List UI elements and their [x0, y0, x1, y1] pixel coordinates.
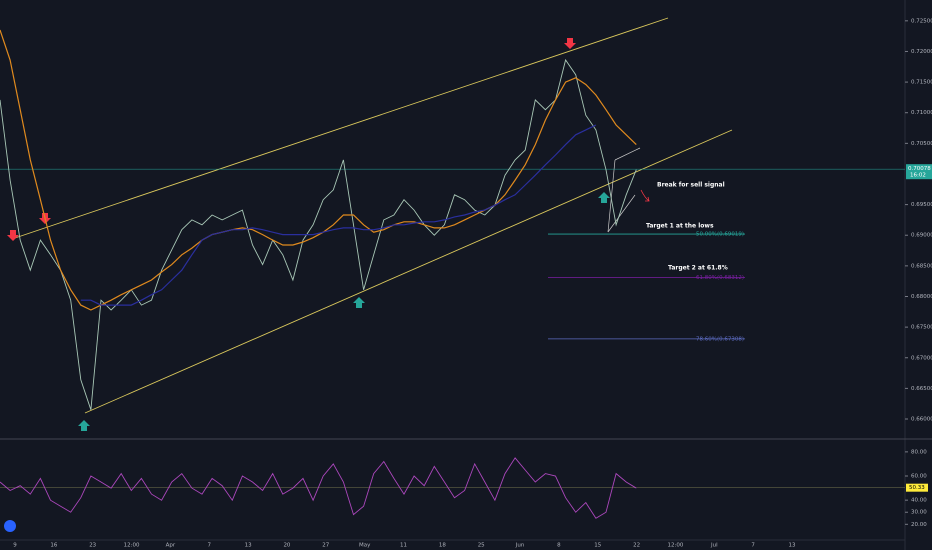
arrow-down — [7, 230, 19, 241]
y-tick-label: 40.00 — [911, 498, 927, 504]
y-tick-label: 0.72500 — [911, 18, 932, 24]
x-tick-label: 22 — [633, 543, 640, 549]
last-value-label: 50.33 — [909, 485, 925, 491]
x-tick-label: 18 — [439, 543, 446, 549]
x-tick-label: 11 — [400, 543, 407, 549]
x-tick-label: 13 — [245, 543, 252, 549]
buy-arrows — [78, 192, 610, 431]
x-tick-label: Jun — [515, 543, 525, 549]
fib-label: 50.00%(0.69019) — [696, 232, 744, 238]
y-tick-label: 20.00 — [911, 522, 927, 528]
arrow-down — [564, 38, 576, 49]
wedge-line — [607, 194, 636, 233]
y-tick-label: 0.69500 — [911, 202, 932, 208]
logo[interactable] — [4, 520, 16, 532]
fib-label: 78.60%(0.67308) — [696, 336, 744, 342]
x-tick-label: 27 — [322, 543, 329, 549]
y-tick-label: 0.72000 — [911, 49, 932, 55]
x-tick-label: 12:00 — [124, 543, 140, 549]
series-line — [0, 457, 637, 519]
wedge-line — [614, 147, 641, 161]
x-tick-label: 15 — [594, 543, 601, 549]
arrow-up — [78, 420, 90, 431]
y-tick-label: 0.70500 — [911, 141, 932, 147]
y-tick-label: 0.66500 — [911, 386, 932, 392]
y-tick-label: 0.68500 — [911, 263, 932, 269]
arrow-up — [353, 297, 365, 308]
x-tick-label: Jul — [710, 543, 718, 549]
x-tick-label: 8 — [557, 543, 561, 549]
x-tick-label: 9 — [13, 543, 17, 549]
fib-label: 61.80%(0.68312) — [696, 275, 744, 281]
y-tick-label: 0.67500 — [911, 325, 932, 331]
x-tick-label: 16 — [50, 543, 57, 549]
y-tick-label: 0.71000 — [911, 110, 932, 116]
annotation: Target 1 at the lows — [646, 223, 714, 230]
x-tick-label: 12:00 — [668, 543, 684, 549]
x-tick-label: 20 — [283, 543, 290, 549]
y-tick-label: 0.69000 — [911, 233, 932, 239]
x-tick-label: 7 — [751, 543, 755, 549]
last-price-label: 0.70078 — [908, 166, 931, 172]
y-tick-label: 0.68000 — [911, 294, 932, 300]
y-tick-label: 0.71500 — [911, 80, 932, 86]
x-tick-label: 13 — [789, 543, 796, 549]
last-time-label: 16:02 — [910, 173, 926, 179]
x-tick-label: Apr — [166, 543, 176, 549]
x-tick-label: May — [359, 543, 371, 549]
y-tick-label: 60.00 — [911, 474, 927, 480]
series-line — [0, 29, 637, 311]
sell-hint-arrow — [640, 189, 650, 202]
series-line — [80, 124, 597, 306]
annotation: Target 2 at 61.8% — [668, 265, 728, 272]
y-tick-label: 80.00 — [911, 449, 927, 455]
y-tick-label: 0.66000 — [911, 417, 932, 423]
y-tick-label: 30.00 — [911, 510, 927, 516]
x-tick-label: 25 — [478, 543, 485, 549]
last-price-box — [906, 164, 932, 180]
wedge-line — [607, 159, 616, 233]
last-value-box — [906, 483, 928, 492]
channel-upper — [14, 17, 669, 239]
channel-lower — [84, 129, 733, 414]
x-tick-label: 23 — [89, 543, 96, 549]
y-tick-label: 0.67000 — [911, 355, 932, 361]
annotation: Break for sell signal — [657, 182, 725, 189]
arrow-up — [598, 192, 610, 203]
x-tick-label: 7 — [208, 543, 212, 549]
